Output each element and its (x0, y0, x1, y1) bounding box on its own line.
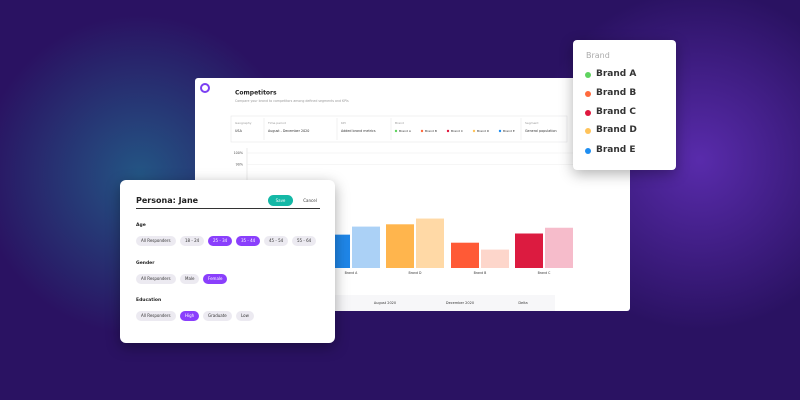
bar (386, 224, 414, 268)
option-chip[interactable]: 35 - 44 (236, 236, 261, 246)
y-tick-label: 90% (236, 163, 243, 167)
bar (481, 249, 509, 268)
option-chip[interactable]: All Responders (136, 311, 176, 321)
logo (200, 83, 210, 93)
brand-filter-item: Brand D (477, 129, 490, 133)
brand-filter-item: Brand C (451, 129, 463, 133)
table-header: August 2020 (374, 301, 396, 305)
brand-dot (585, 91, 591, 97)
brand-dot (585, 110, 591, 116)
filter-value: Added brand metrics (341, 129, 376, 133)
filter-label: Time period (267, 121, 286, 125)
save-button[interactable]: Save (268, 195, 293, 206)
cancel-button[interactable]: Cancel (303, 198, 317, 203)
brand-item[interactable]: Brand D (596, 125, 637, 135)
popup-title: Brand (586, 51, 610, 60)
persona-panel: Persona: Jane Save Cancel Age All Respond… (120, 180, 335, 343)
table-row (295, 295, 555, 311)
group-label: Brand D (409, 271, 423, 275)
brand-filter-item: Brand E (503, 129, 515, 133)
filter-value: USA (235, 129, 243, 133)
filter-box (230, 115, 568, 143)
brand-filter-item: Brand A (399, 129, 412, 133)
brand-dot (585, 72, 591, 78)
option-chip[interactable]: 55 - 64 (292, 236, 317, 246)
persona-title: Persona: Jane (136, 196, 199, 205)
bar (545, 227, 573, 268)
brand-item[interactable]: Brand A (596, 69, 637, 79)
filter-value: General population (525, 129, 557, 133)
filter-value: August - December 2020 (268, 129, 309, 133)
filter-label: KPI (341, 121, 346, 125)
option-chip[interactable]: 45 - 54 (264, 236, 289, 246)
brand-dot (394, 129, 398, 133)
y-tick-label: 100% (234, 151, 243, 155)
bar (416, 218, 444, 268)
divider (136, 208, 320, 209)
brand-item[interactable]: Brand B (596, 88, 637, 98)
filter-label: Geography (235, 121, 252, 125)
competitors-view: Competitors Compare your brand to compet… (200, 83, 605, 311)
option-chip[interactable]: High (180, 311, 200, 321)
section-label: Age (136, 223, 146, 228)
brand-popup: Brand Brand A Brand B Brand C Brand D Brand … (573, 40, 676, 170)
brand-filter-item: Brand B (425, 129, 437, 133)
subtitle: Compare your brand to competitors among … (235, 99, 349, 103)
option-chip[interactable]: Female (203, 274, 228, 284)
bar (515, 233, 543, 268)
brand-dot (585, 148, 591, 154)
option-chip[interactable]: Male (180, 274, 200, 284)
table-header: December 2020 (446, 301, 474, 305)
option-chip[interactable]: All Responders (136, 236, 176, 246)
section-label: Gender (136, 261, 155, 266)
option-chip[interactable]: Low (236, 311, 254, 321)
group-label: Brand C (538, 271, 552, 275)
group-label: Brand B (474, 271, 487, 275)
brand-item[interactable]: Brand E (596, 145, 636, 155)
table-header: Delta (518, 301, 527, 305)
option-chip[interactable]: 25 - 34 (208, 236, 233, 246)
option-chip[interactable]: 18 - 24 (180, 236, 205, 246)
option-chip[interactable]: All Responders (136, 274, 176, 284)
option-chip[interactable]: Graduate (203, 311, 232, 321)
brand-item[interactable]: Brand C (596, 107, 636, 117)
group-label: Brand A (345, 271, 359, 275)
brand-dot (446, 129, 450, 133)
brand-dot (472, 129, 476, 133)
brand-dot (420, 129, 424, 133)
bar (352, 226, 380, 268)
bar (451, 242, 479, 268)
brand-dot (585, 128, 591, 134)
filter-label: Brand (395, 121, 404, 125)
title: Competitors (235, 90, 277, 97)
section-label: Education (136, 298, 162, 303)
filter-label: Segment (525, 121, 539, 125)
brand-dot (498, 129, 502, 133)
